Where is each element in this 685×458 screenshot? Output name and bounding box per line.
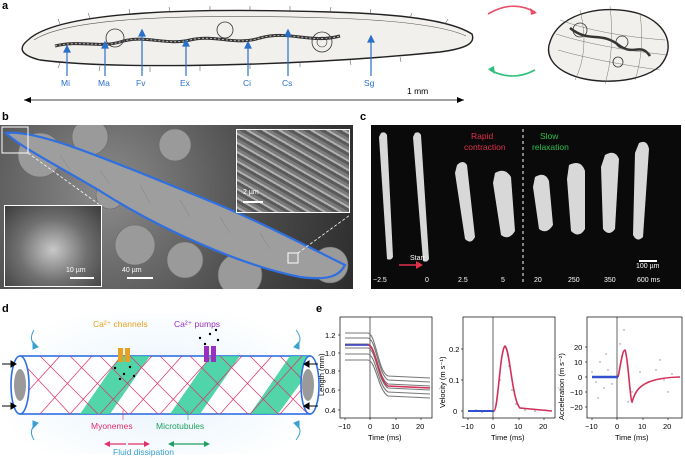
slow-label-1: Slow <box>540 131 559 141</box>
organelle-label-mi: Mi <box>61 78 70 88</box>
ca-channels-label: Ca²⁺ channels <box>93 319 148 329</box>
time-label: 600 ms <box>637 277 660 284</box>
plot3-ytick: 10 <box>574 358 583 367</box>
plot1-xtick: 0 <box>368 422 373 431</box>
plot3-xtick: −10 <box>585 422 598 431</box>
myonemes-label: Myonemes <box>91 421 133 431</box>
plot2-xtick: 10 <box>514 422 523 431</box>
sem-image <box>0 125 353 289</box>
plot2-xtick: −10 <box>461 422 474 431</box>
scale-bar-inset-left <box>70 277 94 279</box>
plot1-ytick: 0.8 <box>325 367 336 376</box>
plot1-ytick: 1.0 <box>325 349 336 358</box>
plot3-xtick: 10 <box>638 422 647 431</box>
scale-label-main: 40 µm <box>122 267 142 274</box>
panel-label-a: a <box>2 0 9 12</box>
plot1-ytick: 1.2 <box>325 331 336 340</box>
plot2-ytick: 0.2 <box>449 345 460 354</box>
organelle-label-ex: Ex <box>180 78 190 88</box>
rapid-label-2: contraction <box>464 142 506 152</box>
time-label: 2.5 <box>458 277 468 284</box>
plot3-xtick: 0 <box>615 422 620 431</box>
panel-label-d: d <box>2 303 9 315</box>
cell-outline <box>3 131 347 280</box>
elongated-cell-drawing <box>21 5 669 103</box>
cylinder-model-diagram <box>2 328 320 447</box>
time-label: 250 <box>568 277 580 284</box>
time-label: 350 <box>604 277 616 284</box>
plot1-xtick: −10 <box>338 422 351 431</box>
plot3-ytick: −10 <box>570 388 583 397</box>
scale-label-a: 1 mm <box>407 86 429 96</box>
plot1-xtick: 20 <box>416 422 425 431</box>
plot2-xtick: 0 <box>491 422 496 431</box>
plot3-xtick: 20 <box>663 422 672 431</box>
scale-label-inset-right: 2 µm <box>243 189 259 196</box>
organelle-label-cs: Cs <box>282 78 293 88</box>
panel-label-c: c <box>360 111 367 123</box>
time-label: 20 <box>534 277 542 284</box>
scale-label-inset-left: 10 µm <box>66 267 86 274</box>
sem-inset-right <box>236 129 350 213</box>
scale-bar-inset-right <box>243 201 263 203</box>
fluid-label: Fluid dissipation <box>113 447 174 457</box>
organelle-label-sg: Sg <box>364 78 375 88</box>
ca-channel-icon <box>118 348 130 362</box>
ca-pumps-label: Ca²⁺ pumps <box>174 319 221 329</box>
time-label: −2.5 <box>373 277 387 284</box>
time-label: 5 <box>501 277 505 284</box>
organelle-label-ma: Ma <box>98 78 110 88</box>
panel-label-b: b <box>2 111 9 123</box>
plot2-xtick: 20 <box>539 422 548 431</box>
organelle-label-fv: Fv <box>136 78 146 88</box>
plot3-ytick: 20 <box>574 343 583 352</box>
plot3-xlabel: Time (ms) <box>615 433 649 442</box>
panel-label-e: e <box>316 303 323 315</box>
sem-inset-left <box>4 205 102 287</box>
ca-pump-icon <box>204 346 216 362</box>
scale-label-c: 100 µm <box>636 263 660 270</box>
plot2-ytick: 0 <box>453 407 458 416</box>
plot1-ytick: 0.4 <box>325 406 336 415</box>
start-label: Start <box>410 255 425 262</box>
scale-bar-main <box>127 277 153 279</box>
slow-label-2: relaxation <box>532 142 569 152</box>
plot2-ytick: 0.1 <box>449 376 460 385</box>
microtubules-label: Microtubules <box>156 421 205 431</box>
timelapse-image <box>371 125 681 289</box>
plot1-ytick: 0.6 <box>325 386 336 395</box>
plot1-xtick: 10 <box>391 422 400 431</box>
organelle-label-ci: Ci <box>243 78 252 88</box>
plot1-xlabel: Time (ms) <box>368 433 402 442</box>
plot3-ytick: 0 <box>578 373 583 382</box>
rapid-label-1: Rapid <box>471 131 494 141</box>
time-label: 0 <box>425 277 429 284</box>
plot3-ytick: −20 <box>570 403 583 412</box>
plot2-xlabel: Time (ms) <box>491 433 525 442</box>
